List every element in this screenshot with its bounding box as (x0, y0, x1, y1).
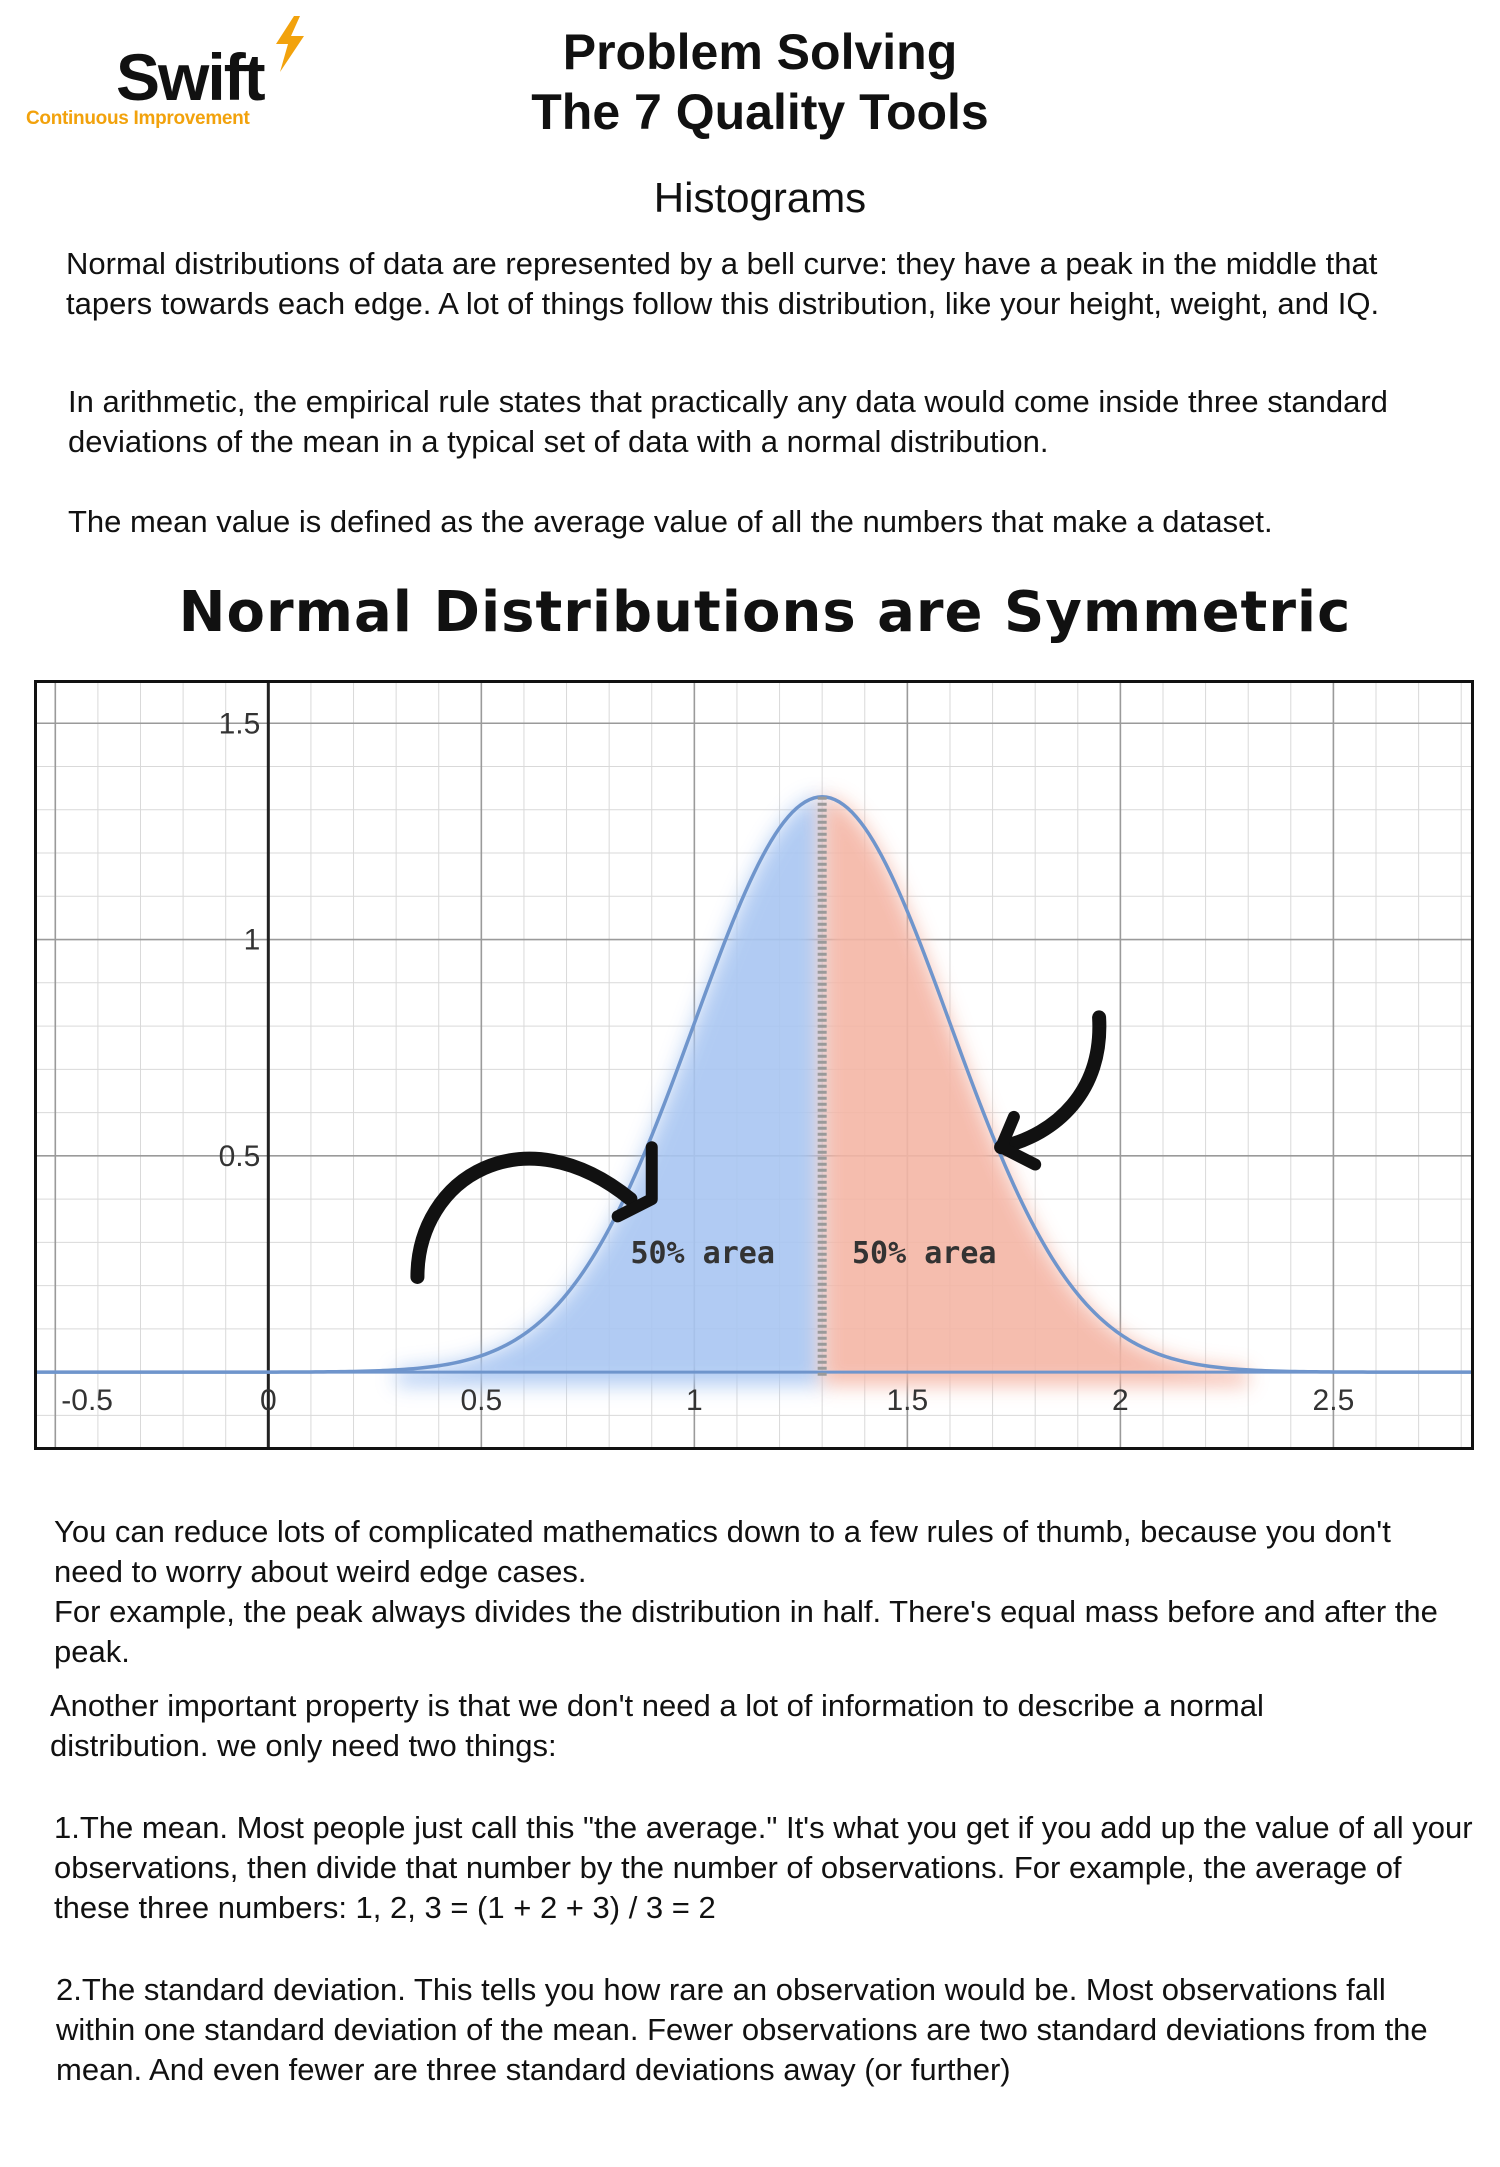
outro-paragraph-2: For example, the peak always divides the… (54, 1594, 1438, 1669)
x-tick-label: 0 (260, 1384, 277, 1417)
annotation-label-2: 50% area (852, 1236, 997, 1271)
logo-tagline: Continuous Improvement (26, 108, 250, 129)
x-tick-label: 0.5 (460, 1384, 502, 1417)
y-tick-label: 0.5 (219, 1140, 261, 1173)
section-heading: Histograms (653, 174, 867, 221)
intro-paragraph-1: Normal distributions of data are represe… (66, 246, 1380, 321)
y-tick-label: 1.5 (219, 707, 261, 740)
logo-wordmark: Swift (116, 40, 266, 114)
shaded-area-right (822, 796, 1249, 1386)
outro-paragraph-4: 1.The mean. Most people just call this "… (54, 1810, 1473, 1925)
left-arrow-shaft (410, 1151, 638, 1284)
x-tick-label: -0.5 (61, 1384, 113, 1417)
right-arrow-head (995, 1110, 1042, 1171)
normal-distribution-chart: -0.5 0 0.5 1 1.5 2 2.5 0.5 1 1.5 50% area 50% area (34, 680, 1474, 1450)
x-tick-label: 2.5 (1313, 1384, 1355, 1417)
outro-paragraph-3: Another important property is that we do… (50, 1688, 1264, 1763)
chart-title: Normal Distributions are Symmetric (178, 580, 1352, 645)
outro-paragraph-1: You can reduce lots of complicated mathe… (54, 1514, 1391, 1589)
annotation-label-1: 50% area (630, 1236, 775, 1271)
bell-curve-line (34, 795, 1474, 1374)
intro-paragraph-3: The mean value is defined as the average… (68, 504, 1273, 539)
outro-paragraph-5: 2.The standard deviation. This tells you… (56, 1972, 1428, 2087)
y-tick-label: 1 (244, 924, 261, 957)
page-title: Problem Solving (562, 24, 958, 80)
right-arrow-shaft (994, 1010, 1107, 1155)
chart-frame (34, 680, 1474, 1450)
x-tick-label: 2 (1112, 1384, 1129, 1417)
intro-paragraph-2: In arithmetic, the empirical rule states… (68, 384, 1388, 459)
x-tick-label: 1.5 (887, 1384, 929, 1417)
x-tick-label: 1 (686, 1384, 703, 1417)
lightning-bolt-icon (276, 16, 304, 72)
page-title-secondary: The 7 Quality Tools (531, 84, 989, 140)
company-logo: Swift Continuous Improvement (24, 14, 314, 139)
left-arrow-head (611, 1141, 658, 1223)
shaded-area-left (396, 796, 823, 1386)
